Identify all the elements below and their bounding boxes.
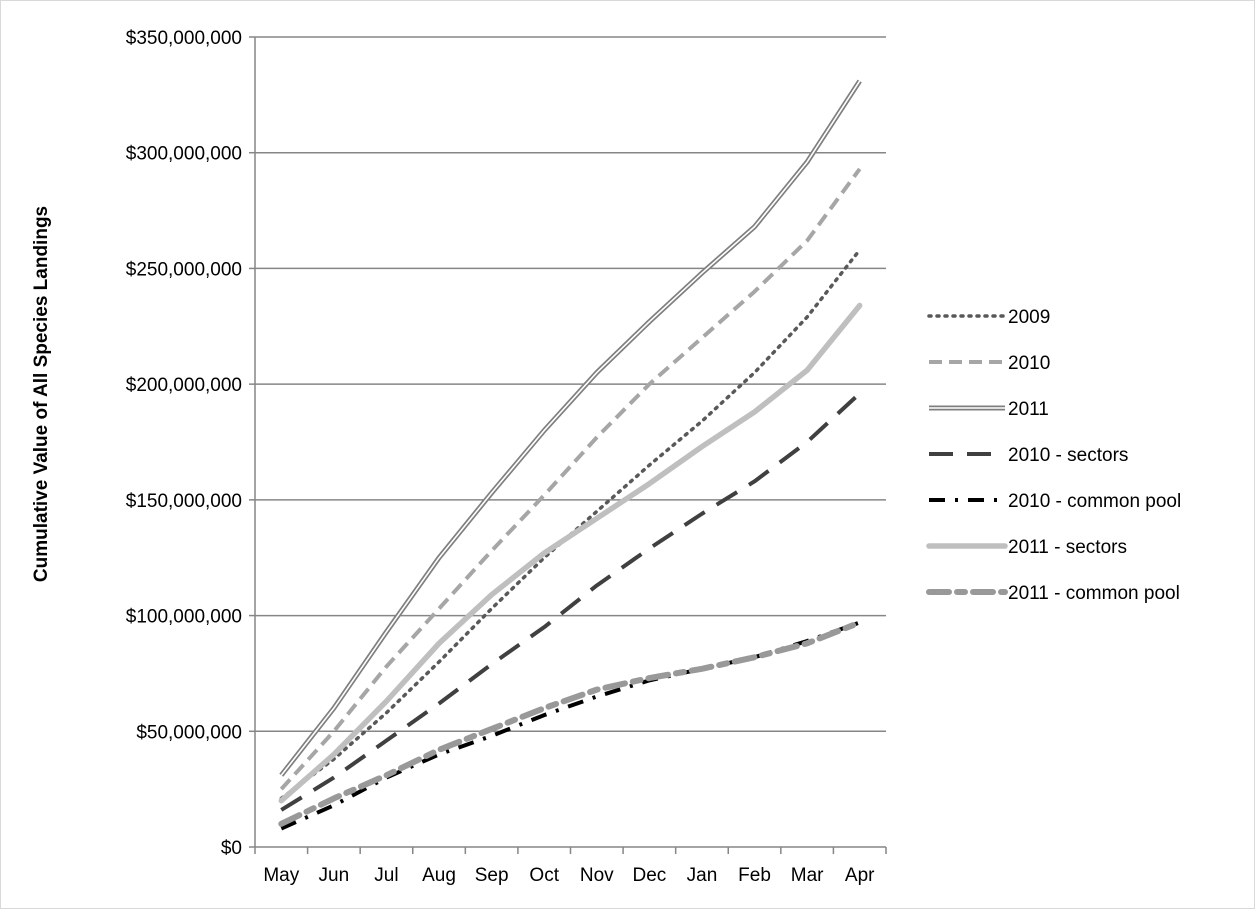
y-tick-label: $350,000,000 bbox=[126, 28, 242, 49]
x-tick-label: Feb bbox=[738, 865, 771, 886]
x-tick-label: Jun bbox=[319, 865, 350, 886]
x-tick-label: Jul bbox=[374, 865, 398, 886]
legend-label: 2011 - common pool bbox=[1008, 583, 1180, 604]
x-tick-label: Oct bbox=[529, 865, 559, 886]
y-tick-label: $0 bbox=[221, 838, 242, 859]
y-tick-label: $150,000,000 bbox=[126, 491, 242, 512]
legend-label: 2010 - sectors bbox=[1008, 445, 1128, 466]
y-tick-label: $100,000,000 bbox=[126, 607, 242, 628]
axes: $0 $50,000,000 $100,000,000 $150,000,000 $20… bbox=[126, 28, 887, 886]
x-tick-label: Aug bbox=[422, 865, 456, 886]
y-tick-label: $200,000,000 bbox=[126, 375, 242, 396]
x-tick-label: Nov bbox=[580, 865, 614, 886]
legend-label: 2011 - sectors bbox=[1008, 537, 1127, 558]
x-tick-label: Apr bbox=[845, 865, 875, 886]
legend-label: 2009 bbox=[1008, 307, 1050, 328]
x-tick-label: Sep bbox=[475, 865, 509, 886]
x-tick-label: Jan bbox=[687, 865, 718, 886]
series-line-2011-sectors bbox=[278, 302, 863, 804]
legend: 2009 2010 2011 2010 - sectors 2010 - common … bbox=[926, 307, 1181, 604]
legend-label: 2011 bbox=[1008, 399, 1049, 420]
y-tick-label: $250,000,000 bbox=[126, 259, 242, 280]
legend-label: 2010 - common pool bbox=[1008, 491, 1181, 512]
y-tick-label: $50,000,000 bbox=[136, 722, 242, 743]
series-line-2010-sectors bbox=[280, 391, 862, 812]
series-lines bbox=[278, 79, 863, 831]
series-line-2011-inner bbox=[280, 80, 861, 776]
x-tick-label: Mar bbox=[791, 865, 824, 886]
y-axis-label: Cumulative Value of All Species Landings bbox=[31, 206, 52, 582]
x-tick-label: Dec bbox=[632, 865, 666, 886]
series-line-2011-common-pool bbox=[278, 619, 863, 827]
legend-label: 2010 bbox=[1008, 353, 1050, 374]
series-line-2010 bbox=[279, 167, 862, 791]
x-tick-label: May bbox=[263, 865, 299, 886]
y-tick-label: $300,000,000 bbox=[126, 144, 242, 165]
